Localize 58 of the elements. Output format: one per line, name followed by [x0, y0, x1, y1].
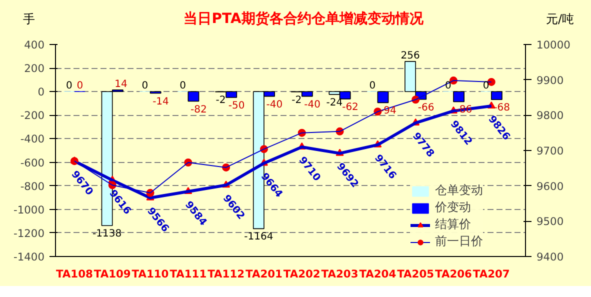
- x-tick-label: TA206: [435, 268, 472, 280]
- y-tick-label: 400: [24, 38, 45, 52]
- x-tick-label: TA112: [208, 268, 245, 280]
- data-label: 0: [76, 80, 84, 92]
- y-tick-label: -800: [20, 180, 45, 193]
- data-label: -1164: [244, 232, 274, 243]
- data-label: -82: [190, 104, 207, 116]
- y2-tick-label: 9900: [536, 74, 564, 87]
- y2-tick-label: 10000: [536, 38, 571, 52]
- x-tick-label: TA108: [56, 268, 93, 280]
- x-tick-label: TA110: [132, 268, 169, 280]
- chart-title: 当日PTA期货各合约仓单增减变动情况: [184, 10, 424, 29]
- data-label: 256: [400, 50, 420, 62]
- y-tick-label: 0: [38, 86, 45, 99]
- x-tick-label: TA205: [397, 268, 434, 280]
- y-tick-label: -1000: [14, 203, 45, 216]
- x-tick-label: TA203: [321, 268, 358, 280]
- y-tick-label: -1200: [14, 226, 45, 240]
- y-tick-label: -600: [20, 156, 45, 170]
- x-tick-label: TA207: [472, 268, 510, 280]
- data-label: -40: [266, 99, 283, 110]
- data-label: -14: [152, 96, 169, 108]
- data-label: -2: [292, 94, 302, 106]
- data-label: -50: [228, 100, 245, 112]
- y-tick-label: -400: [20, 132, 45, 146]
- y2-tick-label: 9600: [536, 180, 564, 193]
- legend-label: 价变动: [435, 199, 471, 216]
- x-tick-label: TA111: [170, 268, 207, 280]
- data-label: -62: [342, 102, 358, 113]
- y-tick-label: -1400: [14, 250, 45, 264]
- y-tick-label: -200: [20, 109, 45, 122]
- data-label: 0: [482, 80, 490, 92]
- data-label: -2: [216, 94, 226, 106]
- data-label: 0: [142, 80, 148, 92]
- y2-tick-label: 9800: [536, 109, 564, 122]
- x-tick-label: TA109: [94, 268, 131, 280]
- legend-label: 前一日价: [435, 233, 483, 250]
- x-tick-label: TA202: [283, 268, 320, 280]
- data-label: -1138: [92, 228, 122, 240]
- x-tick-label: TA204: [359, 268, 396, 280]
- legend-label: 结算价: [435, 216, 471, 233]
- data-label: 0: [180, 80, 186, 92]
- y-tick-label: 200: [24, 62, 45, 76]
- data-label: 0: [444, 80, 452, 92]
- data-label: 0: [66, 80, 72, 92]
- x-tick-label: TA201: [246, 268, 282, 280]
- data-label: -40: [304, 99, 321, 110]
- data-label: -66: [418, 102, 434, 114]
- y-axis-title: 手: [23, 11, 35, 28]
- y2-tick-label: 9400: [536, 250, 564, 264]
- legend-label: 仓单变动: [435, 182, 483, 199]
- data-label: 0: [369, 80, 376, 92]
- y2-tick-label: 9700: [536, 144, 564, 158]
- y2-tick-label: 9500: [536, 215, 564, 228]
- data-label: -24: [326, 97, 343, 108]
- data-label: -68: [494, 102, 510, 114]
- y2-axis-title: 元/吨: [546, 11, 574, 28]
- data-label: 14: [114, 78, 128, 90]
